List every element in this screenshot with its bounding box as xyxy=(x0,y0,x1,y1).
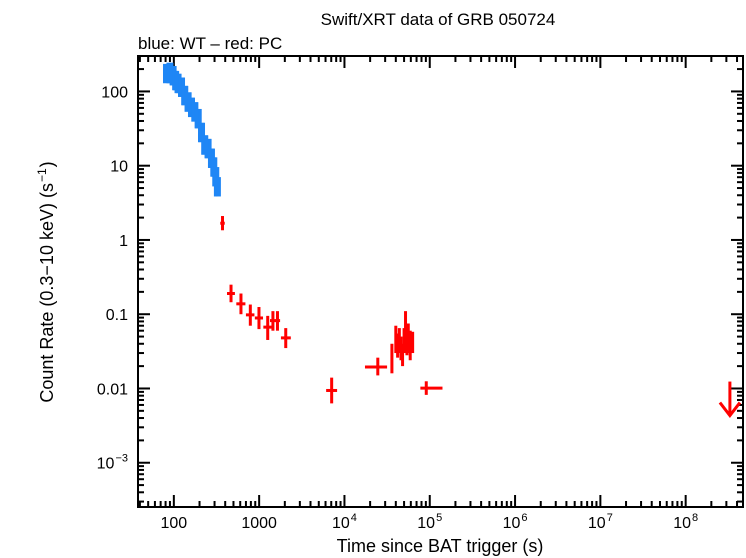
plot-frame xyxy=(137,55,744,508)
pc-data-point xyxy=(401,343,405,367)
pc-data-point xyxy=(326,377,338,404)
pc-data-point xyxy=(411,331,415,354)
chart-subtitle: blue: WT – red: PC xyxy=(138,34,282,53)
pc-data-point xyxy=(227,284,235,303)
pc-data-point xyxy=(263,315,272,340)
y-axis-label: Count Rate (0.3−10 keV) (s −1 ) xyxy=(35,161,57,402)
x-axis-label: Time since BAT trigger (s) xyxy=(337,536,544,556)
wt-data-point xyxy=(213,177,221,197)
chart-title: Swift/XRT data of GRB 050724 xyxy=(321,10,556,29)
pc-data-point xyxy=(275,311,281,331)
y-tick-label: 100 xyxy=(101,84,128,101)
x-tick-label: 10 xyxy=(332,515,350,532)
y-axis-label-superscript: −1 xyxy=(35,168,49,182)
x-tick-label-superscript: 5 xyxy=(436,512,442,524)
pc-data-point xyxy=(390,343,394,374)
pc-data-point xyxy=(408,330,412,361)
x-tick-label: 10 xyxy=(588,515,606,532)
y-tick-label: 1 xyxy=(119,233,128,250)
y-axis-label-end: ) xyxy=(37,161,57,167)
x-tick-label: 10 xyxy=(417,515,435,532)
pc-data-point xyxy=(236,293,246,315)
pc-data-point xyxy=(254,307,264,330)
x-tick-label: 10 xyxy=(673,515,691,532)
y-axis-label-text: Count Rate (0.3−10 keV) (s xyxy=(37,183,57,403)
y-tick-label-superscript: −3 xyxy=(115,453,128,465)
x-tick-label: 10 xyxy=(503,515,521,532)
pc-data-point xyxy=(269,311,276,331)
y-tick-label: 10 xyxy=(110,159,128,176)
pc-data-point xyxy=(245,304,255,326)
x-tick-label-superscript: 8 xyxy=(692,512,698,524)
pc-data-point xyxy=(220,216,225,231)
pc-data-point xyxy=(420,381,443,395)
y-tick-label: 10 xyxy=(97,456,115,473)
pc-data-point xyxy=(280,328,291,349)
x-tick-label: 100 xyxy=(160,515,187,532)
x-tick-label-superscript: 7 xyxy=(607,512,613,524)
x-tick-label: 1000 xyxy=(241,515,277,532)
y-tick-label: 0.01 xyxy=(97,381,128,398)
down-arrow-icon xyxy=(718,401,742,419)
y-tick-label: 0.1 xyxy=(106,307,128,324)
pc-data-point xyxy=(364,357,388,376)
x-tick-label-superscript: 6 xyxy=(521,512,527,524)
x-tick-label-superscript: 4 xyxy=(351,512,357,524)
pc-upper-limit xyxy=(718,381,742,419)
